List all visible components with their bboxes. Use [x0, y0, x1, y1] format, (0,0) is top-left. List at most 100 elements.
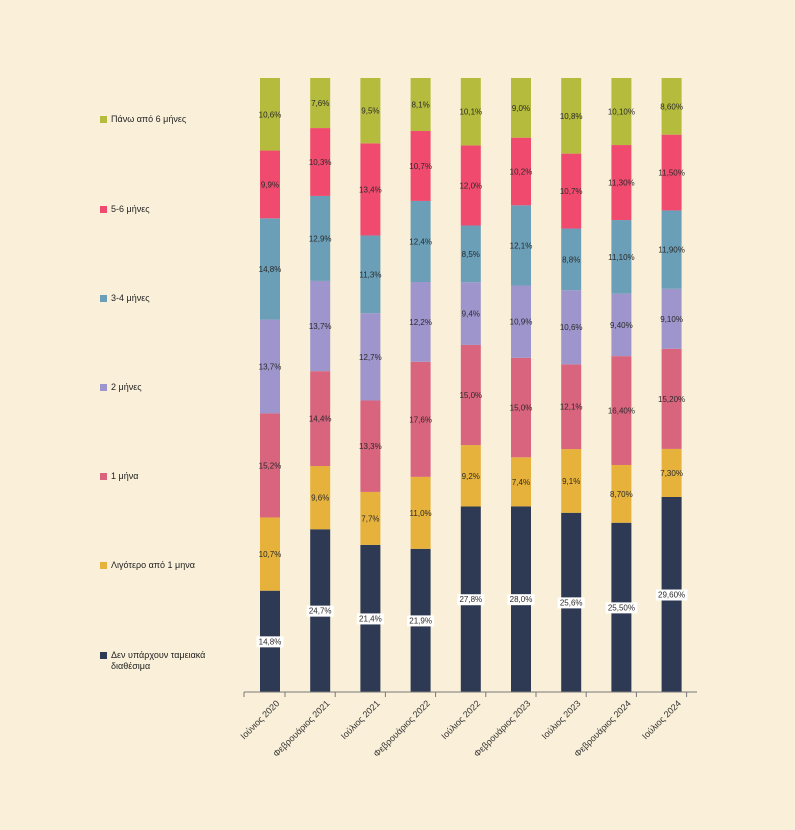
bar-segment — [360, 78, 381, 144]
data-label: 10,10% — [608, 108, 635, 117]
bar-segment — [310, 128, 331, 196]
bar-segment — [310, 466, 331, 530]
bar-segment — [511, 285, 531, 358]
data-label: 7,4% — [512, 478, 530, 487]
data-label: 9,10% — [660, 315, 683, 324]
bar-segment — [561, 153, 582, 229]
bar-segment — [460, 78, 481, 146]
x-tick-label: Ιούλιος 2022 — [439, 698, 482, 741]
bar-segment — [410, 282, 431, 362]
data-label: 9,0% — [512, 104, 530, 113]
bar-segment — [410, 200, 431, 283]
data-label: 10,6% — [560, 323, 583, 332]
data-label: 15,0% — [459, 391, 482, 400]
bar-segment — [260, 218, 280, 320]
x-tick-label: Ιούλιος 2023 — [540, 698, 583, 741]
data-label: 10,3% — [309, 158, 332, 167]
x-tick-label: Ιούλιος 2021 — [339, 698, 382, 741]
bar-segment — [511, 357, 531, 458]
x-tick-label: Ιούνιος 2020 — [238, 698, 281, 741]
data-label-bg — [507, 594, 535, 606]
x-tick-label: Ιούλιος 2024 — [640, 698, 683, 741]
legend-item: 2 μήνες — [100, 382, 240, 393]
data-label-bg — [256, 636, 284, 648]
bar-segment — [611, 356, 632, 465]
bar-segment — [460, 225, 481, 283]
data-label: 12,2% — [409, 318, 432, 327]
data-label-bg — [605, 602, 638, 614]
legend-label: 1 μήνα — [111, 471, 139, 481]
data-label: 25,50% — [608, 603, 635, 612]
data-label-bg — [407, 615, 435, 627]
data-label: 12,1% — [560, 403, 583, 412]
bar-segment — [661, 288, 682, 349]
data-label: 11,50% — [658, 169, 685, 178]
bar-segment — [511, 205, 531, 286]
bar-segment — [511, 137, 531, 206]
data-label: 10,9% — [510, 318, 533, 327]
data-label: 9,6% — [311, 494, 329, 503]
bar-segment — [661, 448, 682, 497]
bar-segment — [410, 78, 431, 131]
bar-segment — [260, 319, 280, 414]
data-label: 9,40% — [610, 321, 633, 330]
data-label: 15,2% — [259, 461, 282, 470]
data-label: 28,0% — [510, 595, 533, 604]
legend-label: 5-6 μήνες — [111, 204, 150, 214]
data-label: 8,8% — [562, 255, 580, 264]
bar-segment — [661, 78, 682, 135]
data-label-bg — [557, 597, 585, 609]
bar-segment — [611, 220, 632, 294]
bar-segment — [360, 313, 381, 401]
data-label: 11,0% — [410, 509, 432, 518]
data-label: 13,7% — [309, 322, 332, 331]
data-label: 9,9% — [261, 180, 279, 189]
bar-segment — [460, 282, 481, 345]
data-label: 12,9% — [309, 234, 332, 243]
x-tick-label: Φεβρουάριος 2022 — [371, 698, 432, 759]
data-label: 9,1% — [562, 477, 580, 486]
data-label: 8,60% — [660, 102, 683, 111]
bar-segment — [511, 457, 531, 507]
legend-label: Δεν υπάρχουν ταμειακά διαθέσιμα — [111, 650, 206, 671]
bar-segment — [260, 150, 280, 219]
bar-segment — [561, 449, 582, 513]
legend-item: 3-4 μήνες — [100, 293, 240, 304]
legend-swatch — [100, 295, 107, 302]
data-label: 8,1% — [411, 100, 429, 109]
bar-segment — [460, 445, 481, 507]
data-label: 12,0% — [459, 181, 482, 190]
data-label: 11,10% — [608, 253, 635, 262]
bar-segment — [561, 78, 582, 154]
bar-segment — [661, 210, 682, 289]
data-label: 12,1% — [510, 241, 533, 250]
bar-segment — [260, 517, 280, 591]
data-label: 15,0% — [510, 404, 533, 413]
legend-swatch — [100, 206, 107, 213]
data-label: 10,8% — [560, 112, 583, 121]
data-label: 11,3% — [359, 270, 381, 279]
data-label: 14,8% — [259, 265, 282, 274]
data-label: 14,8% — [259, 637, 282, 646]
bar-segment — [661, 134, 682, 211]
data-label: 11,30% — [608, 179, 635, 188]
x-tick-label: Φεβρουάριος 2023 — [472, 698, 533, 759]
legend-item: Λιγότερο από 1 μηνα — [100, 560, 240, 571]
data-label: 24,7% — [309, 607, 332, 616]
bar-segment — [460, 344, 481, 446]
data-label-bg — [306, 605, 334, 617]
data-label: 8,5% — [462, 250, 480, 259]
legend-swatch — [100, 473, 107, 480]
legend-item: Πάνω από 6 μήνες — [100, 114, 240, 125]
data-label: 29,60% — [658, 590, 685, 599]
data-label: 9,2% — [462, 472, 480, 481]
bar-segment — [511, 78, 531, 138]
data-label: 13,4% — [359, 185, 382, 194]
bar-segment — [410, 361, 431, 477]
data-label: 13,7% — [259, 363, 282, 372]
bar-segment — [360, 143, 381, 236]
data-label: 11,90% — [658, 246, 685, 255]
bar-segment — [460, 145, 481, 226]
bar-segment — [661, 348, 682, 449]
